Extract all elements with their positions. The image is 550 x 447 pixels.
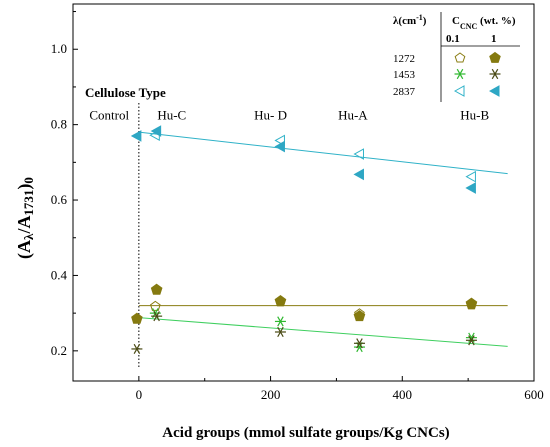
legend-header-lambda-sup: -1 xyxy=(416,13,423,22)
marker-triangle-open xyxy=(274,134,285,147)
legend-header-concentration: CCNC (wt. %) xyxy=(452,15,516,31)
y-tick-label: 0.4 xyxy=(51,267,68,282)
legend-row-1272: 1272 xyxy=(393,53,415,65)
marker-triangle-open xyxy=(353,148,364,160)
series-2837-1 xyxy=(130,125,476,194)
cellulose-label: Hu- D xyxy=(254,108,287,123)
legend: λ(cm-1) CCNC (wt. %) 0.1 1 1272 1453 283… xyxy=(393,12,520,102)
marker-triangle-filled xyxy=(465,182,476,194)
cellulose-type-heading: Cellulose Type xyxy=(85,85,166,100)
marker-asterisk-stroke xyxy=(277,316,284,327)
axis-ticks: 0 200 400 600 0.2 0.4 0.6 0.8 1.0 xyxy=(51,11,544,402)
fit-line xyxy=(138,131,508,175)
y-tick-label: 0.6 xyxy=(51,192,68,207)
legend-row-1453: 1453 xyxy=(393,69,416,81)
x-tick-label: 200 xyxy=(261,387,281,402)
marker-asterisk-stroke xyxy=(468,335,475,346)
legend-row-2837: 2837 xyxy=(393,86,416,98)
legend-markers xyxy=(453,51,501,97)
plot-border xyxy=(72,3,535,382)
legend-col-low: 0.1 xyxy=(446,33,460,45)
marker-pentagon-filled xyxy=(489,51,501,63)
marker-pentagon-filled xyxy=(353,310,366,322)
marker-asterisk xyxy=(131,343,143,355)
legend-header-c-end: (wt. %) xyxy=(477,15,516,27)
marker-triangle-filled xyxy=(353,168,364,181)
series-1272-1 xyxy=(131,283,478,324)
data-points xyxy=(130,125,478,355)
y-tick-label: 0.8 xyxy=(51,117,67,132)
fit-line xyxy=(138,317,508,347)
cellulose-label: Hu-C xyxy=(157,108,186,123)
marker-pentagon-open xyxy=(454,52,466,63)
marker-asterisk xyxy=(151,311,163,322)
legend-header-c-sub: CNC xyxy=(460,22,478,31)
legend-header-lambda-text: λ(cm xyxy=(393,15,416,27)
marker-triangle-open xyxy=(465,170,476,183)
marker-asterisk xyxy=(489,68,501,80)
series-1453-1 xyxy=(131,311,477,355)
marker-pentagon-filled xyxy=(465,297,478,309)
marker-asterisk-stroke xyxy=(277,326,284,338)
series-2837-0_1 xyxy=(149,129,476,183)
y-axis-title-part3: ) xyxy=(14,184,35,190)
series-1272-0_1 xyxy=(150,296,477,319)
marker-pentagon-filled xyxy=(274,294,287,306)
marker-asterisk xyxy=(274,326,286,338)
marker-asterisk-stroke xyxy=(356,338,363,349)
legend-header-lambda: λ(cm-1) xyxy=(393,13,427,28)
svg-text:(Aλ/A1731)0: (Aλ/A1731)0 xyxy=(14,177,36,259)
fit-lines xyxy=(138,131,508,347)
marker-triangle-filled xyxy=(130,130,142,142)
marker-asterisk-stroke xyxy=(456,68,464,80)
marker-triangle-filled xyxy=(488,85,500,97)
marker-triangle-open xyxy=(453,85,465,97)
x-tick-label: 600 xyxy=(524,387,544,402)
marker-pentagon-open xyxy=(150,300,161,311)
plot-frame xyxy=(72,3,535,382)
x-axis-title: Acid groups (mmol sulfate groups/Kg CNCs… xyxy=(162,425,449,441)
marker-asterisk-stroke xyxy=(133,343,141,355)
y-axis-title-sub2: 1731 xyxy=(21,190,36,216)
cellulose-label: Control xyxy=(89,108,129,123)
marker-triangle-filled xyxy=(150,125,162,137)
y-axis-title: (Aλ/A1731)0 xyxy=(14,177,36,259)
marker-asterisk xyxy=(274,316,286,327)
marker-asterisk-stroke xyxy=(153,311,160,322)
marker-asterisk xyxy=(465,335,477,346)
marker-pentagon-filled xyxy=(150,283,163,295)
y-axis-title-sub3: 0 xyxy=(21,177,36,184)
y-axis-title-part2: /A xyxy=(14,216,34,235)
marker-asterisk xyxy=(454,68,466,80)
marker-asterisk xyxy=(353,338,365,349)
cellulose-labels: Control Hu-C Hu- D Hu-A Hu-B xyxy=(89,108,489,123)
x-tick-label: 400 xyxy=(393,387,413,402)
y-axis-title-sub1: λ xyxy=(21,233,36,240)
legend-header-lambda-end: ) xyxy=(423,15,427,27)
legend-col-high: 1 xyxy=(491,33,497,45)
y-axis-title-part1: (A xyxy=(14,240,35,259)
series-1453-0_1 xyxy=(149,308,477,353)
marker-pentagon-filled xyxy=(131,312,143,324)
x-tick-label: 0 xyxy=(136,387,143,402)
legend-header-c: C xyxy=(452,15,460,27)
cellulose-label: Hu-B xyxy=(460,108,489,123)
y-tick-label: 1.0 xyxy=(51,41,67,56)
marker-triangle-filled xyxy=(274,140,285,153)
y-tick-label: 0.2 xyxy=(51,343,67,358)
marker-asterisk-stroke xyxy=(491,68,499,80)
cellulose-label: Hu-A xyxy=(338,108,368,123)
